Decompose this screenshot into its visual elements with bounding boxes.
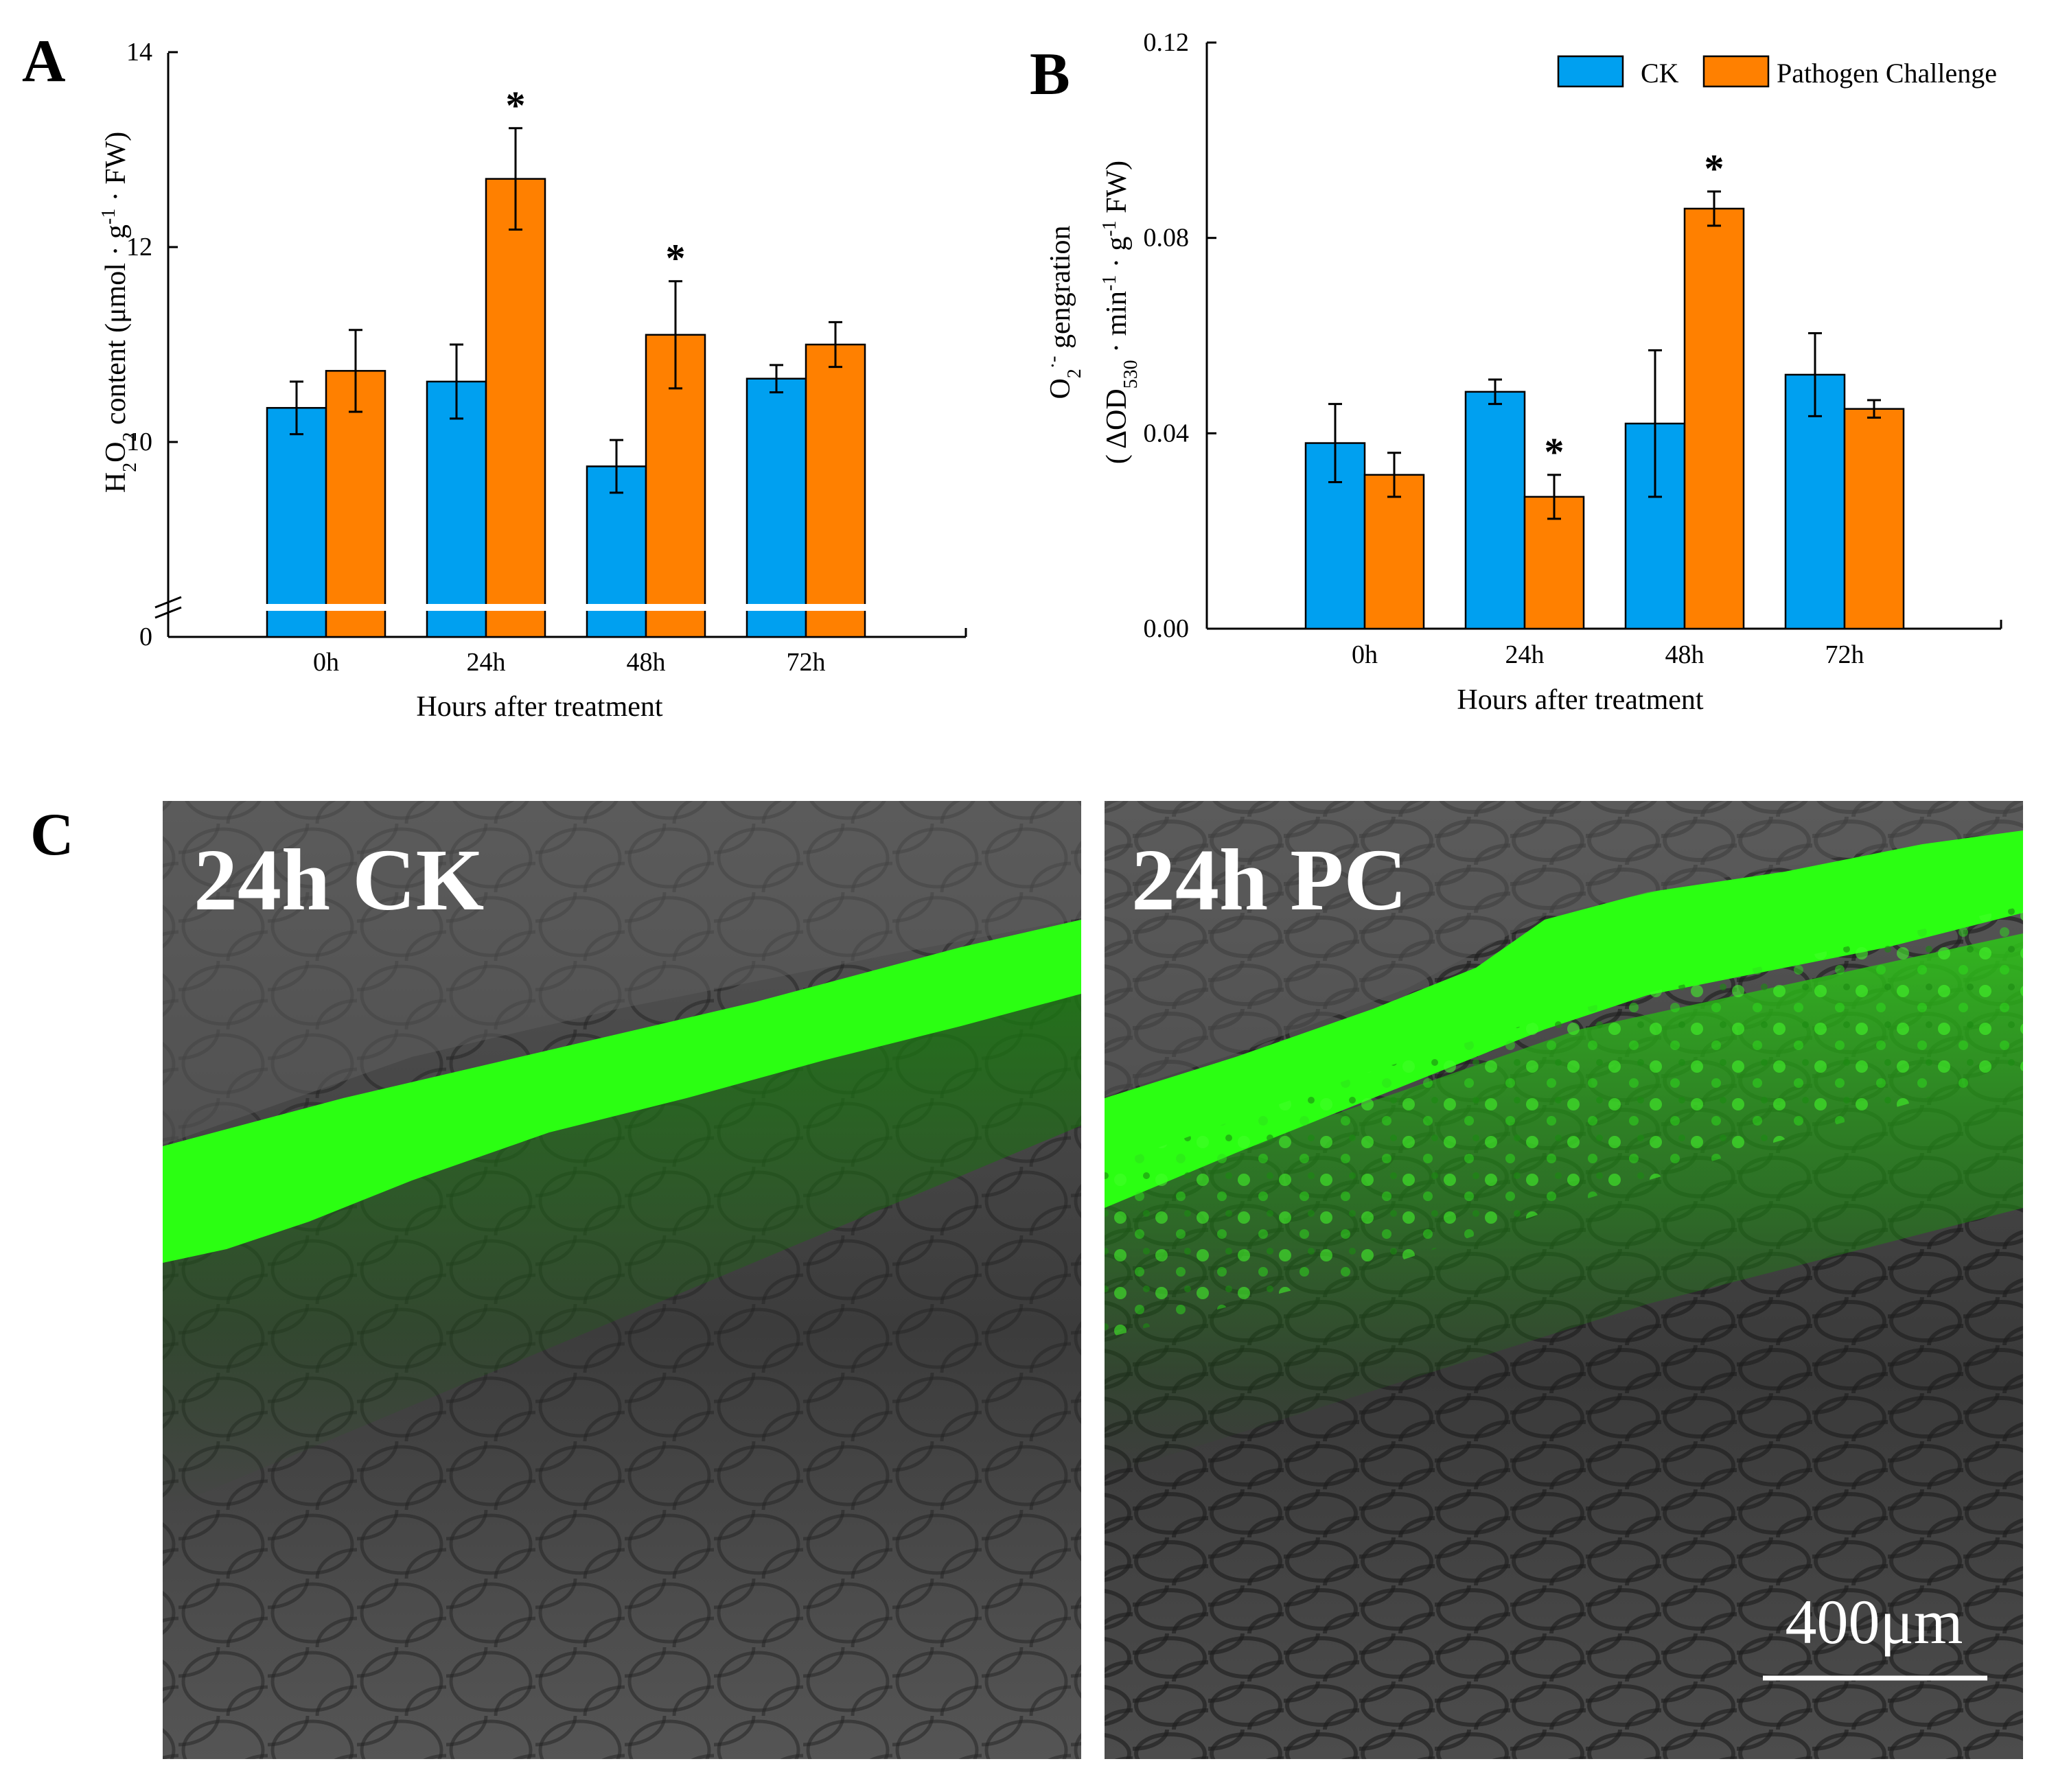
chart-a-x-axis-title: Hours after treatment [416,691,663,723]
micrograph-pc: 24h PC 400μm [1105,801,2023,1759]
chart-a-bar-pc-24h [485,178,546,638]
chart-a-significance-marker: * [506,83,526,128]
chart-b-bar-pc-0h [1363,474,1425,630]
micrograph-ck-label: 24h CK [194,831,484,929]
legend-label-ck: CK [1641,58,1679,89]
chart-b-bar-ck-24h [1464,391,1526,630]
chart-a-ytick-label: 12 [126,233,152,261]
chart-a-marks: 10 12 14 0h * 24h * 48h 72h [126,38,879,677]
chart-b: Hours after treatment O2·- gengration ( … [1043,28,2002,716]
legend-swatch-pathogen [1702,55,1770,88]
chart-a-xtick-label: 48h [627,648,666,677]
chart-b-xtick-label: 72h [1825,640,1864,669]
scale-bar-label: 400μm [1786,1587,1963,1657]
chart-a-xtick-label: 24h [467,648,506,677]
chart-b-bar-pc-48h [1683,207,1745,630]
chart-a-ytick-label: 10 [126,428,152,456]
chart-a-y-axis-title: H2O2 content (μmol · g-1 · FW) [98,132,141,493]
chart-b-ytick-label: 0.08 [1144,224,1190,253]
chart-b-x-axis-title: Hours after treatment [1457,684,1704,716]
chart-a-xtick-label: 72h [787,648,826,677]
panel-b-letter: B [1030,41,1070,108]
chart-b-significance-marker: * [1705,146,1724,191]
chart-b-y-axis-title-line2: ( ΔOD530 · min-1 · g-1 FW) [1099,161,1142,464]
chart-a-bar-ck-24h [426,380,487,638]
chart-b-y-axis-title-line1: O2·- gengration [1043,225,1085,399]
chart-b-xtick-label: 24h [1505,640,1545,669]
chart-a-bar-ck-0h [266,407,327,638]
chart-b-bar-pc-72h [1843,408,1905,630]
legend-label-pathogen: Pathogen Challenge [1777,58,1997,89]
chart-b-ytick-label: 0.12 [1144,28,1190,57]
chart-a-axis-break-1 [154,596,182,609]
chart-a-axis-break-2 [154,606,182,619]
chart-b-xtick-label: 48h [1665,640,1705,669]
legend-swatch-ck [1557,55,1624,88]
chart-b-xtick-label: 0h [1352,640,1378,669]
micrograph-ck: 24h CK [163,801,1081,1759]
panel-c-letter: C [30,802,74,868]
chart-a: 0 Hours after treatment H2O2 content (μm… [98,38,967,723]
chart-b-marks: 0.00 0.04 0.08 0.12 0h * 24h * 48h 72h [1144,28,1905,669]
chart-b-legend: CK Pathogen Challenge [1557,55,1997,89]
panel-a-letter: A [22,28,66,95]
chart-b-ytick-label: 0.04 [1144,419,1190,447]
chart-a-significance-marker: * [666,236,686,281]
chart-b-ytick-label: 0.00 [1144,614,1190,643]
fluorescent-layer-ck [163,920,1081,1263]
chart-a-ytick-label: 14 [126,38,152,67]
chart-a-xtick-label: 0h [313,648,339,677]
chart-a-bar-ck-72h [746,377,807,638]
micrograph-pc-label: 24h PC [1131,831,1407,929]
chart-a-ytick-0: 0 [139,622,152,651]
chart-a-axis-break-band [261,604,879,611]
chart-b-significance-marker: * [1545,430,1564,474]
chart-a-bar-pc-72h [805,343,866,638]
